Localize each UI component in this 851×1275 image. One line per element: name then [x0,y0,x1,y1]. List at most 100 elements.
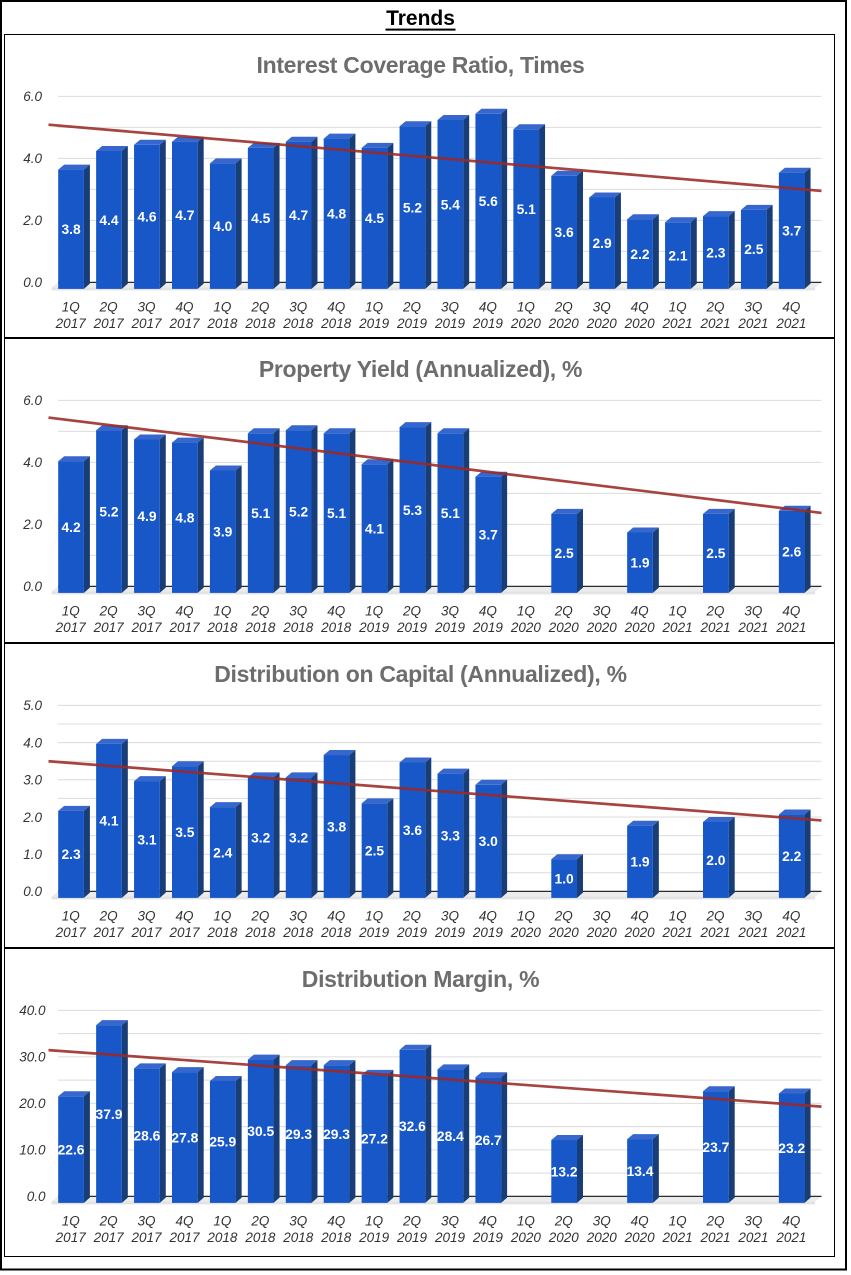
svg-text:2Q: 2Q [99,603,119,618]
svg-text:4.0: 4.0 [213,219,233,234]
svg-text:2.0: 2.0 [22,810,42,825]
svg-text:4.2: 4.2 [61,520,81,535]
svg-text:2018: 2018 [282,620,314,635]
svg-text:2021: 2021 [662,1230,693,1245]
svg-text:2017: 2017 [55,925,87,940]
svg-text:4.8: 4.8 [327,207,347,222]
svg-text:4.0: 4.0 [23,455,42,470]
svg-text:4Q: 4Q [175,603,194,618]
svg-text:2020: 2020 [624,925,656,940]
svg-text:3Q: 3Q [138,1213,157,1228]
svg-text:2021: 2021 [737,1230,768,1245]
svg-text:3Q: 3Q [593,603,612,618]
svg-text:6.0: 6.0 [23,393,42,408]
svg-text:10.0: 10.0 [19,1143,46,1158]
svg-text:1Q: 1Q [62,908,81,923]
svg-text:2019: 2019 [358,316,390,331]
svg-text:2017: 2017 [55,620,87,635]
svg-text:2018: 2018 [206,620,238,635]
svg-text:2017: 2017 [93,1230,125,1245]
svg-text:4.0: 4.0 [23,735,42,750]
svg-text:2018: 2018 [320,316,352,331]
svg-text:4.1: 4.1 [99,814,119,829]
svg-text:2021: 2021 [662,620,693,635]
svg-text:2020: 2020 [510,925,542,940]
svg-text:2017: 2017 [131,1230,163,1245]
svg-text:3Q: 3Q [593,908,612,923]
svg-text:3Q: 3Q [289,908,308,923]
svg-text:2Q: 2Q [706,299,726,314]
svg-text:3.9: 3.9 [213,525,233,540]
svg-text:2Q: 2Q [402,1213,422,1228]
svg-text:2018: 2018 [206,925,238,940]
svg-text:2019: 2019 [358,1230,390,1245]
svg-text:2017: 2017 [131,316,163,331]
svg-text:4.7: 4.7 [289,208,309,223]
svg-text:4.6: 4.6 [137,210,157,225]
svg-text:2020: 2020 [624,1230,656,1245]
svg-text:2Q: 2Q [402,908,422,923]
svg-text:Trends: Trends [386,7,455,30]
svg-text:1Q: 1Q [365,1213,384,1228]
svg-text:2Q: 2Q [554,603,574,618]
svg-text:2019: 2019 [472,1230,504,1245]
svg-text:13.2: 13.2 [551,1164,578,1179]
svg-text:5.2: 5.2 [289,504,309,519]
svg-text:4Q: 4Q [327,908,346,923]
svg-text:3Q: 3Q [744,1213,763,1228]
svg-text:2020: 2020 [510,1230,542,1245]
svg-text:2.5: 2.5 [365,843,385,858]
svg-text:37.9: 37.9 [96,1107,123,1122]
svg-text:4.5: 4.5 [251,211,271,226]
svg-text:2020: 2020 [548,925,580,940]
svg-text:4Q: 4Q [631,299,650,314]
svg-text:2019: 2019 [396,925,428,940]
svg-text:29.3: 29.3 [323,1127,350,1142]
svg-text:2.0: 2.0 [22,213,42,228]
svg-text:2.4: 2.4 [213,845,233,860]
svg-text:4Q: 4Q [327,603,346,618]
svg-text:2021: 2021 [737,620,768,635]
svg-text:5.2: 5.2 [99,504,119,519]
svg-text:2Q: 2Q [402,603,422,618]
svg-text:Interest Coverage Ratio, Times: Interest Coverage Ratio, Times [256,52,584,78]
svg-text:2021: 2021 [662,316,693,331]
svg-text:3Q: 3Q [441,603,460,618]
svg-text:2019: 2019 [472,925,504,940]
svg-text:4.8: 4.8 [175,511,195,526]
svg-text:3.5: 3.5 [175,825,195,840]
svg-text:4Q: 4Q [479,908,498,923]
svg-text:2017: 2017 [131,620,163,635]
svg-text:2018: 2018 [320,620,352,635]
svg-text:2019: 2019 [358,620,390,635]
svg-text:2020: 2020 [548,1230,580,1245]
svg-text:5.6: 5.6 [479,194,499,209]
svg-text:4Q: 4Q [782,1213,801,1228]
svg-text:2.5: 2.5 [555,546,575,561]
svg-text:3Q: 3Q [744,299,763,314]
svg-text:1.0: 1.0 [23,847,42,862]
svg-text:0.0: 0.0 [23,884,42,899]
svg-text:4Q: 4Q [175,1213,194,1228]
svg-text:2Q: 2Q [99,299,119,314]
svg-text:1Q: 1Q [669,908,688,923]
svg-text:2Q: 2Q [706,1213,726,1228]
svg-text:27.2: 27.2 [361,1132,388,1147]
svg-text:30.0: 30.0 [19,1050,46,1065]
svg-text:3.8: 3.8 [327,819,347,834]
svg-text:2017: 2017 [93,316,125,331]
svg-text:2018: 2018 [282,925,314,940]
svg-text:1Q: 1Q [669,299,688,314]
svg-text:3Q: 3Q [593,1213,612,1228]
svg-text:2017: 2017 [93,620,125,635]
svg-text:2021: 2021 [775,925,806,940]
svg-text:2020: 2020 [586,1230,618,1245]
svg-text:0.0: 0.0 [23,275,42,290]
svg-text:2.1: 2.1 [668,248,688,263]
svg-text:2018: 2018 [282,1230,314,1245]
svg-text:4.0: 4.0 [23,151,42,166]
svg-text:3Q: 3Q [744,603,763,618]
svg-text:3Q: 3Q [138,908,157,923]
svg-text:2019: 2019 [434,925,466,940]
svg-text:4Q: 4Q [631,1213,650,1228]
